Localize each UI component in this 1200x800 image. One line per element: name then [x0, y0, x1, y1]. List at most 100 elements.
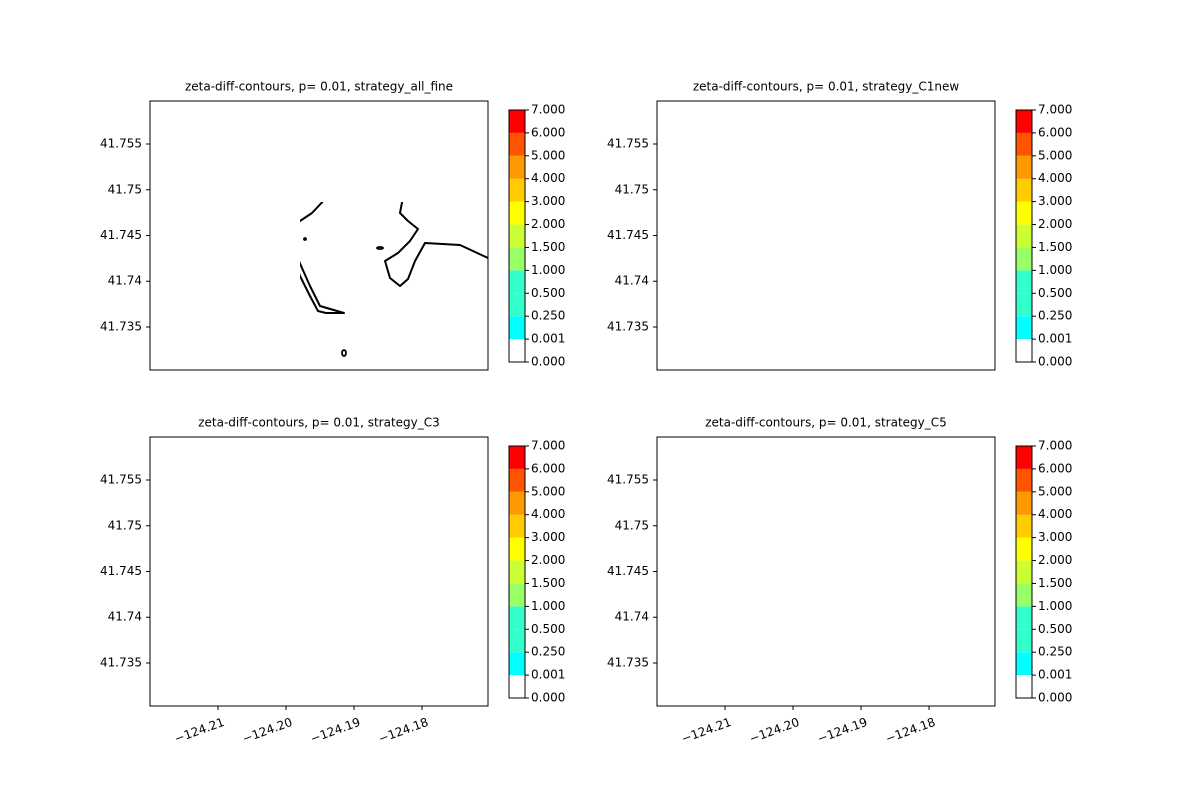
- island: [227, 210, 230, 213]
- colorbar-segment: [1016, 178, 1032, 202]
- axes-frame: [656, 100, 996, 371]
- colorbar-segment: [509, 560, 525, 584]
- contour-fill: [320, 489, 347, 525]
- colorbar-segment: [509, 629, 525, 653]
- colorbar-tick-label: 7.000: [531, 439, 565, 453]
- colorbar-tick-label: 1.500: [531, 576, 565, 590]
- island: [761, 238, 773, 248]
- map: [657, 437, 995, 706]
- contour-fill: [729, 201, 741, 215]
- colorbar-segment: [1016, 316, 1032, 340]
- colorbar-segment: [509, 270, 525, 294]
- axes-frame: [656, 436, 996, 707]
- y-tick-label: 41.755: [607, 137, 649, 151]
- x-tick-label: −124.18: [884, 715, 938, 746]
- panel: zeta-diff-contours, p= 0.01, strategy_C5…: [607, 416, 1072, 746]
- colorbar-tick-label: 0.250: [531, 645, 565, 659]
- contour-fill: [275, 572, 295, 607]
- map: [150, 437, 488, 706]
- colorbar-segment: [509, 537, 525, 561]
- colorbar-segment: [1016, 675, 1032, 698]
- colorbar-segment: [1016, 468, 1032, 492]
- y-tick-label: 41.745: [100, 228, 142, 242]
- contour-fill: [210, 529, 245, 557]
- x-tick-label: −124.20: [748, 715, 802, 746]
- island: [849, 686, 853, 692]
- colorbar-tick-label: 2.000: [531, 553, 565, 567]
- colorbar-segment: [1016, 201, 1032, 225]
- island: [734, 210, 737, 213]
- island: [811, 574, 813, 576]
- colorbar-segment: [1016, 270, 1032, 294]
- contour-fill: [847, 186, 917, 256]
- y-tick-label: 41.75: [108, 182, 142, 196]
- colorbar-segment: [509, 514, 525, 538]
- x-tick-label: −124.21: [680, 715, 734, 746]
- colorbar-tick-label: 5.000: [1038, 484, 1072, 498]
- panel-title: zeta-diff-contours, p= 0.01, strategy_al…: [185, 80, 453, 94]
- colorbar-frame: [1015, 109, 1033, 363]
- panel-title: zeta-diff-contours, p= 0.01, strategy_C3: [198, 416, 440, 430]
- colorbar-segment: [509, 201, 525, 225]
- colorbar-tick-label: 1.000: [531, 263, 565, 277]
- y-tick-label: 41.74: [615, 274, 649, 288]
- colorbar-segment: [1016, 155, 1032, 179]
- colorbar-segment: [509, 132, 525, 156]
- x-tick-label: −124.19: [309, 715, 363, 746]
- colorbar-tick-label: 2.000: [1038, 217, 1072, 231]
- colorbar-tick-label: 7.000: [531, 103, 565, 117]
- island: [681, 164, 684, 167]
- colorbar-frame: [508, 445, 526, 699]
- island: [161, 158, 164, 161]
- colorbar-tick-label: 0.001: [1038, 668, 1072, 682]
- coastline: [657, 437, 995, 649]
- colorbar-segment: [509, 468, 525, 492]
- colorbar-tick-label: 0.000: [531, 691, 565, 705]
- contour-fill: [727, 306, 835, 370]
- y-tick-label: 41.745: [607, 564, 649, 578]
- y-tick-label: 41.745: [607, 228, 649, 242]
- colorbar-segment: [509, 652, 525, 676]
- y-tick-label: 41.74: [108, 610, 142, 624]
- colorbar-tick-label: 3.000: [1038, 530, 1072, 544]
- colorbar-segment: [1016, 446, 1032, 469]
- colorbar-segment: [509, 178, 525, 202]
- panel-title: zeta-diff-contours, p= 0.01, strategy_C1…: [693, 80, 960, 94]
- colorbar-segment: [509, 339, 525, 362]
- panel: zeta-diff-contours, p= 0.01, strategy_C1…: [607, 80, 1072, 371]
- island: [161, 494, 164, 497]
- island: [285, 288, 291, 294]
- contour-fill: [937, 565, 995, 592]
- colorbar-tick-label: 0.000: [531, 355, 565, 369]
- colorbar-tick-label: 6.000: [531, 125, 565, 139]
- island: [884, 247, 890, 249]
- colorbar-tick-label: 4.000: [531, 171, 565, 185]
- colorbar-tick-label: 0.250: [1038, 309, 1072, 323]
- colorbar-tick-label: 3.000: [1038, 194, 1072, 208]
- colorbar-tick-label: 1.500: [1038, 576, 1072, 590]
- island: [376, 246, 384, 250]
- island: [668, 494, 671, 497]
- map: [657, 101, 995, 370]
- land: [386, 202, 488, 253]
- contour-fill: [832, 151, 857, 183]
- coastline: [150, 437, 488, 649]
- colorbar-tick-label: 6.000: [1038, 461, 1072, 475]
- colorbar-tick-label: 5.000: [531, 484, 565, 498]
- contour-fill: [657, 437, 995, 706]
- island: [792, 288, 798, 294]
- colorbar-tick-label: 1.000: [1038, 599, 1072, 613]
- colorbar-segment: [1016, 247, 1032, 271]
- island: [792, 624, 798, 630]
- colorbar-tick-label: 2.000: [531, 217, 565, 231]
- colorbar-tick-label: 2.000: [1038, 553, 1072, 567]
- colorbar-tick-label: 0.500: [531, 622, 565, 636]
- colorbar-segment: [1016, 583, 1032, 607]
- colorbar-frame: [508, 109, 526, 363]
- contour-fill: [830, 489, 852, 522]
- colorbar-tick-label: 5.000: [531, 148, 565, 162]
- colorbar-segment: [509, 247, 525, 271]
- colorbar-segment: [1016, 537, 1032, 561]
- colorbar-segment: [509, 224, 525, 248]
- colorbar-tick-label: 0.000: [1038, 355, 1072, 369]
